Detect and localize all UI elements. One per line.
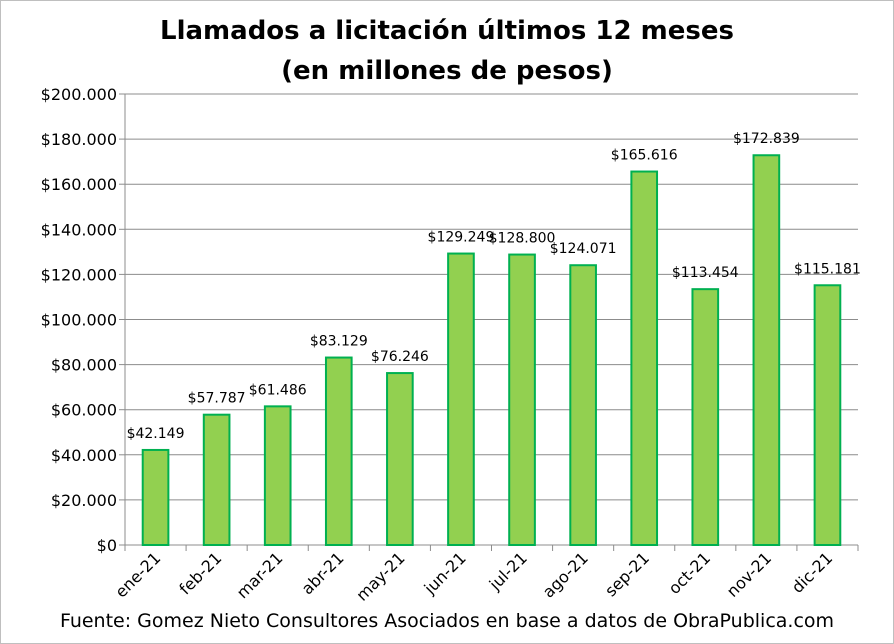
x-tick-label: feb-21 xyxy=(175,548,225,598)
y-tick-label: $180.000 xyxy=(41,130,117,149)
bar xyxy=(141,448,170,547)
y-tick-label: $120.000 xyxy=(41,265,117,284)
bar xyxy=(447,252,475,546)
chart-title: Llamados a licitación últimos 12 meses xyxy=(160,16,734,46)
data-label: $113.454 xyxy=(672,265,739,281)
x-tick-label: ene-21 xyxy=(111,548,164,601)
x-tick-label: oct-21 xyxy=(665,548,714,597)
y-tick-label: $60.000 xyxy=(51,401,117,420)
x-tick-label: dic-21 xyxy=(788,548,836,596)
bar xyxy=(813,284,842,546)
bar xyxy=(508,253,536,546)
bar xyxy=(202,413,231,546)
y-tick-label: $100.000 xyxy=(41,311,117,330)
data-label: $124.071 xyxy=(550,241,617,257)
data-label: $42.149 xyxy=(127,426,185,442)
y-tick-label: $20.000 xyxy=(51,491,117,510)
data-label: $165.616 xyxy=(611,148,678,164)
data-label: $115.181 xyxy=(794,261,861,277)
bar xyxy=(386,372,414,546)
chart-subtitle: (en millones de pesos) xyxy=(281,56,613,86)
source-note: Fuente: Gomez Nieto Consultores Asociado… xyxy=(59,610,835,632)
bar xyxy=(752,154,781,547)
y-tick-label: $80.000 xyxy=(51,356,117,375)
x-tick-label: jun-21 xyxy=(420,548,470,598)
data-label: $61.486 xyxy=(249,382,307,398)
x-tick-label: abr-21 xyxy=(298,548,348,598)
bar xyxy=(691,288,720,546)
data-label: $76.246 xyxy=(371,349,429,365)
y-tick-label: $200.000 xyxy=(41,85,117,104)
bar xyxy=(569,264,597,546)
x-tick-label: sep-21 xyxy=(601,548,653,600)
bar xyxy=(324,356,353,546)
x-tick-label: mar-21 xyxy=(233,548,287,602)
x-tick-label: jul-21 xyxy=(485,548,531,594)
bar xyxy=(630,170,659,546)
data-label: $172.839 xyxy=(733,131,800,147)
data-label: $57.787 xyxy=(188,391,246,407)
y-tick-label: $140.000 xyxy=(41,220,117,239)
bar xyxy=(263,405,292,546)
x-tick-label: ago-21 xyxy=(539,548,592,601)
data-label: $128.800 xyxy=(489,231,556,247)
data-label: $83.129 xyxy=(310,334,368,350)
x-tick-label: nov-21 xyxy=(723,548,775,600)
y-tick-label: $160.000 xyxy=(41,175,117,194)
y-tick-label: $0 xyxy=(97,536,117,555)
x-tick-label: may-21 xyxy=(352,548,408,604)
data-label: $129.249 xyxy=(428,230,495,246)
y-tick-label: $40.000 xyxy=(51,446,117,465)
